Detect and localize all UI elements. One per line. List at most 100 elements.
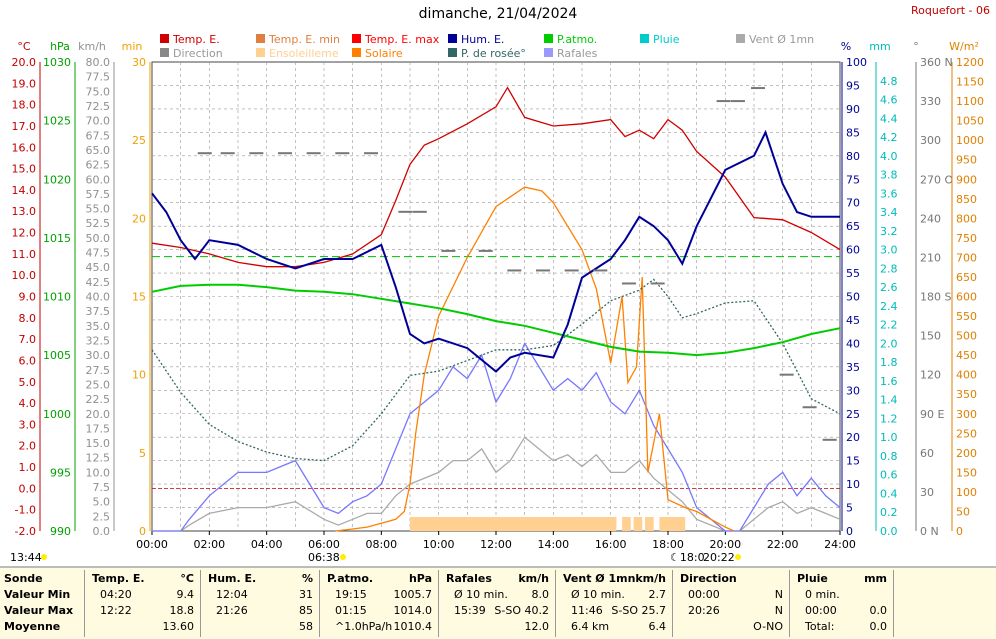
- table-cell-value: 31: [299, 588, 313, 601]
- axis-direction-tick: 60: [920, 447, 934, 460]
- axis-temp-tick: 3.0: [19, 418, 37, 431]
- axis-wind-tick: 12.5: [86, 452, 111, 465]
- axis-wind-tick: 42.5: [86, 276, 111, 289]
- axis-solar-tick: 1000: [956, 134, 984, 147]
- x-tick-label: 04:00: [251, 538, 283, 551]
- axis-temp-tick: 13.0: [12, 205, 37, 218]
- direction-mark: [564, 269, 579, 272]
- table-cell-value: 1005.7: [393, 588, 433, 601]
- axis-direction-tick: 90 E: [920, 408, 944, 421]
- sunshine-bar: [659, 517, 686, 531]
- chart-title: dimanche, 21/04/2024: [418, 6, 578, 22]
- axis-solar-tick: 700: [956, 251, 977, 264]
- direction-mark: [398, 210, 413, 213]
- axis-temp-tick: 4.0: [19, 397, 37, 410]
- axis-rain-tick: 3.6: [880, 187, 898, 200]
- legend-label: P.atmo.: [557, 33, 597, 46]
- axis-solar-tick: 950: [956, 154, 977, 167]
- axis-direction-tick: 360 N: [920, 56, 953, 69]
- axis-wind-tick: 62.5: [86, 159, 111, 172]
- table-cell-value: 6.4: [648, 620, 667, 633]
- legend-swatch: [448, 34, 457, 43]
- direction-mark: [478, 249, 493, 252]
- table-row-label: Valeur Min: [4, 588, 71, 601]
- axis-direction-tick: 0 N: [920, 525, 939, 538]
- axis-direction-tick: 210: [920, 251, 941, 264]
- table-cell-value: 85: [299, 604, 313, 617]
- table-col: [204, 570, 320, 637]
- axis-solar-tick: 1200: [956, 56, 984, 69]
- legend-label: Temp. E. max: [364, 33, 440, 46]
- axis-pressure-tick: 1005: [43, 349, 71, 362]
- axis-temp-tick: -2.0: [15, 525, 36, 538]
- axis-pressure-tick: 1020: [43, 173, 71, 186]
- table-cell-time: 19:15: [335, 588, 367, 601]
- axis-wind-tick: 30.0: [86, 349, 111, 362]
- axis-wind-tick: 5.0: [93, 496, 111, 509]
- axis-wind-tick: 52.5: [86, 217, 111, 230]
- series-p-atmo: [151, 283, 841, 357]
- table-cell-time: 12:22: [100, 604, 132, 617]
- axis-humidity-tick: 80: [846, 150, 860, 163]
- axis-direction-tick: 180 S: [920, 291, 951, 304]
- axis-minutes-tick: 30: [132, 56, 146, 69]
- legend-swatch: [352, 34, 361, 43]
- axis-direction-tick: 150: [920, 330, 941, 343]
- axis-temp-tick: 17.0: [12, 120, 37, 133]
- axis-wind-tick: 77.5: [86, 71, 111, 84]
- table-cell-time: Ø 10 min.: [571, 588, 625, 601]
- axis-minutes-tick: 15: [132, 291, 146, 304]
- axis-temp-tick: 14.0: [12, 184, 37, 197]
- x-tick-label: 10:00: [423, 538, 455, 551]
- legend-label: Direction: [173, 47, 223, 60]
- axis-rain-tick: 2.0: [880, 337, 898, 350]
- direction-mark: [249, 152, 264, 155]
- table-cell-time: 6.4 km: [571, 620, 610, 633]
- axis-humidity-tick: 25: [846, 408, 860, 421]
- axis-rain-tick: 3.0: [880, 244, 898, 257]
- axis-direction-tick: 270 O: [920, 173, 953, 186]
- legend-label: Vent Ø 1mn: [749, 33, 814, 46]
- axis-wind-tick: 67.5: [86, 129, 111, 142]
- direction-mark: [730, 100, 745, 103]
- table-cell-value: N: [774, 604, 783, 617]
- legend-swatch: [160, 34, 169, 43]
- table-header: Direction: [680, 572, 737, 585]
- direction-mark: [335, 152, 350, 155]
- axis-rain-tick: 1.0: [880, 431, 898, 444]
- axis-wind-tick: 80.0: [86, 56, 111, 69]
- axis-rain-tick: 0.4: [880, 487, 898, 500]
- axis-temp-tick: 9.0: [19, 291, 37, 304]
- axis-rain-tick: 4.2: [880, 131, 898, 144]
- x-tick-label: 08:00: [365, 538, 397, 551]
- axis-minutes-tick: 25: [132, 134, 146, 147]
- sunshine-bar: [633, 517, 643, 531]
- table-cell-value: 1014.0: [393, 604, 433, 617]
- table-cell-time: Ø 10 min.: [454, 588, 508, 601]
- table-col: [0, 570, 85, 637]
- table-header: Temp. E.: [92, 572, 145, 585]
- axis-humidity-tick: 10: [846, 478, 860, 491]
- series-hum-e: [151, 129, 840, 373]
- x-tick-label: 02:00: [193, 538, 225, 551]
- table-cell-value: 12.0: [524, 620, 550, 633]
- table-cell-time: ^1.0hPa/h: [335, 620, 393, 633]
- x-tick-label: 20:00: [709, 538, 741, 551]
- axis-wind-tick: 47.5: [86, 247, 111, 260]
- axis-wind-tick: 60.0: [86, 173, 111, 186]
- axis-humidity-tick: 0: [846, 525, 853, 538]
- axis-humidity-tick: 20: [846, 431, 860, 444]
- axis-humidity-tick: 75: [846, 173, 860, 186]
- axis-humidity-tick: 85: [846, 126, 860, 139]
- axis-direction-tick: 240: [920, 212, 941, 225]
- legend-swatch: [544, 48, 553, 57]
- table-header: P.atmo.: [327, 572, 374, 585]
- legend-swatch: [448, 48, 457, 57]
- axis-pressure-tick: 1015: [43, 232, 71, 245]
- axis-rain-tick: 4.4: [880, 112, 898, 125]
- table-header: Hum. E.: [208, 572, 257, 585]
- axis-rain-tick: 0.6: [880, 469, 898, 482]
- table-header: Vent Ø 1mn: [563, 572, 636, 585]
- axis-rain-tick: 3.8: [880, 169, 898, 182]
- axis-wind-tick: 57.5: [86, 188, 111, 201]
